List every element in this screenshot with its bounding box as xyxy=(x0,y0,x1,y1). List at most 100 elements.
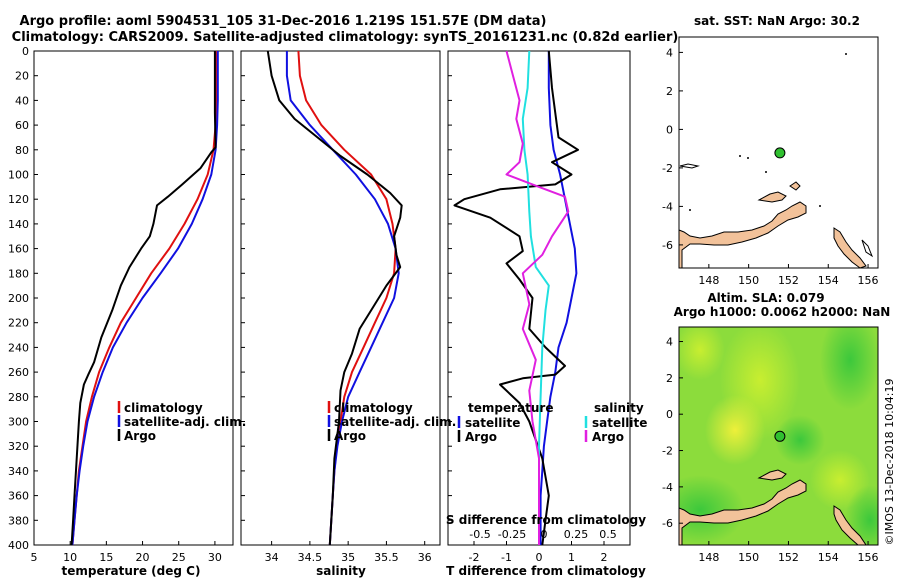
map-y-tick-label: 0 xyxy=(666,123,673,136)
x-tick-label: 34 xyxy=(265,551,279,564)
x-tick-label: 2 xyxy=(601,551,608,564)
temperature-xlabel: temperature (deg C) xyxy=(62,564,201,578)
difference-chart: -2 -1 0 1 2 T difference from climatology S … xyxy=(446,50,647,578)
x-tick-label: 25 xyxy=(172,551,186,564)
salinity-panel-frame xyxy=(240,50,441,546)
series-line-satellite-adj-clim- xyxy=(285,51,400,546)
sla-high-patch xyxy=(705,395,765,465)
secondary-tick-label: 0.25 xyxy=(564,528,589,541)
map-y-tick-label: -2 xyxy=(662,162,673,175)
depth-axis: 0 20 40 60 80 100 120 140 160 180 200 220 240 260 280 3… xyxy=(8,45,452,552)
depth-tick-label: 100 xyxy=(8,169,29,182)
x-tick-label: 10 xyxy=(63,551,77,564)
legend-label-climatology: climatology xyxy=(124,401,203,415)
legend-label-t-satellite: satellite xyxy=(465,416,520,430)
sla-map: Altim. SLA: 0.079 Argo h1000: 0.0062 h20… xyxy=(662,291,890,564)
map-y-tick-label: -2 xyxy=(662,445,673,458)
series-line-temperature-argo xyxy=(453,50,579,546)
sst-map-coastline xyxy=(678,163,874,269)
depth-tick-label: 300 xyxy=(8,416,29,429)
difference-top-xlabel: S difference from climatology xyxy=(446,513,646,527)
land-new-britain xyxy=(757,469,787,481)
argo-float-marker xyxy=(774,147,786,159)
series-line-salinity-argo xyxy=(505,50,570,545)
sla-map-coastline xyxy=(679,469,867,545)
map-x-tick-label: 156 xyxy=(858,274,879,287)
legend-label-satellite: satellite-adj. clim. xyxy=(334,415,456,429)
depth-tick-label: 240 xyxy=(8,341,29,354)
secondary-tick-label: 0 xyxy=(541,528,548,541)
difference-legend: temperature satellite Argo salinity sate… xyxy=(457,401,647,444)
x-tick-label: 35 xyxy=(341,551,355,564)
sst-map-title: sat. SST: NaN Argo: 30.2 xyxy=(694,14,860,28)
depth-tick-label: 200 xyxy=(8,292,29,305)
salinity-legend: climatology satellite-adj. clim. Argo xyxy=(327,401,456,443)
depth-tick-label: 360 xyxy=(8,490,29,503)
sla-map-title-line1: Altim. SLA: 0.079 xyxy=(707,291,824,305)
land-manus xyxy=(679,163,700,169)
sst-map: sat. SST: NaN Argo: 30.2 148 150 152 154 156… xyxy=(662,14,879,287)
islet xyxy=(819,205,821,207)
map-x-tick-label: 150 xyxy=(738,274,759,287)
land-new-britain xyxy=(757,191,787,203)
series-line-argo xyxy=(266,50,403,546)
legend-label-satellite: satellite-adj. clim. xyxy=(124,415,246,429)
legend-title-salinity: salinity xyxy=(594,401,644,415)
series-line-temperature-satellite xyxy=(539,51,578,545)
legend-label-argo: Argo xyxy=(124,429,156,443)
temperature-panel-frame xyxy=(33,50,234,546)
depth-tick-label: 0 xyxy=(22,45,29,58)
x-tick-label: 1 xyxy=(568,551,575,564)
map-y-tick-label: 2 xyxy=(666,85,673,98)
land-bougainville xyxy=(833,227,867,269)
depth-tick-label: 400 xyxy=(8,539,29,552)
sla-heatmap xyxy=(679,327,878,545)
x-tick-label: 36 xyxy=(418,551,432,564)
depth-tick-label: 140 xyxy=(8,218,29,231)
sla-low-patch xyxy=(775,415,825,465)
series-line-salinity-satellite xyxy=(521,50,550,545)
land-bougainville xyxy=(833,505,867,545)
map-x-tick-label: 154 xyxy=(818,551,839,564)
map-y-tick-label: -4 xyxy=(662,200,673,213)
depth-tick-label: 160 xyxy=(8,243,29,256)
sla-low-patch xyxy=(679,475,745,545)
x-tick-label: 34.5 xyxy=(298,551,323,564)
legend-label-t-argo: Argo xyxy=(465,430,497,444)
salinity-chart: 34 34.5 35 35.5 36 salinity climatology sate… xyxy=(265,50,456,578)
series-line-climatology xyxy=(71,51,218,546)
map-y-tick-label: -4 xyxy=(662,481,673,494)
sla-low-patch xyxy=(820,327,878,410)
map-y-tick-label: 2 xyxy=(666,372,673,385)
map-x-tick-label: 156 xyxy=(858,551,879,564)
x-tick-label: 35.5 xyxy=(374,551,399,564)
map-x-tick-label: 150 xyxy=(738,551,759,564)
figure-title-line1: Argo profile: aoml 5904531_105 31-Dec-20… xyxy=(20,14,547,29)
map-y-tick-label: -6 xyxy=(662,517,673,530)
depth-tick-label: 220 xyxy=(8,317,29,330)
depth-tick-label: 60 xyxy=(15,119,29,132)
argo-float-marker xyxy=(774,430,786,442)
difference-xlabel: T difference from climatology xyxy=(446,564,646,578)
legend-label-argo: Argo xyxy=(334,429,366,443)
legend-label-s-argo: Argo xyxy=(592,430,624,444)
secondary-tick-label: 0.5 xyxy=(599,528,617,541)
imos-watermark: ©IMOS 13-Dec-2018 10:04:19 xyxy=(883,379,896,546)
islet xyxy=(765,171,767,173)
secondary-tick-label: -0.25 xyxy=(498,528,526,541)
x-tick-label: 5 xyxy=(31,551,38,564)
sst-map-islets xyxy=(689,53,847,211)
islet xyxy=(689,209,691,211)
depth-tick-label: 320 xyxy=(8,440,29,453)
land-islet xyxy=(861,239,874,258)
depth-tick-label: 180 xyxy=(8,267,29,280)
temperature-legend: climatology satellite-adj. clim. Argo xyxy=(117,401,246,443)
sla-high-patch xyxy=(679,327,725,380)
depth-tick-label: 40 xyxy=(15,94,29,107)
legend-label-s-satellite: satellite xyxy=(592,416,647,430)
map-x-tick-label: 152 xyxy=(778,274,799,287)
land-new-guinea xyxy=(678,201,807,269)
land-new-ireland xyxy=(789,181,801,191)
x-tick-label: 20 xyxy=(136,551,150,564)
depth-tick-label: 340 xyxy=(8,465,29,478)
